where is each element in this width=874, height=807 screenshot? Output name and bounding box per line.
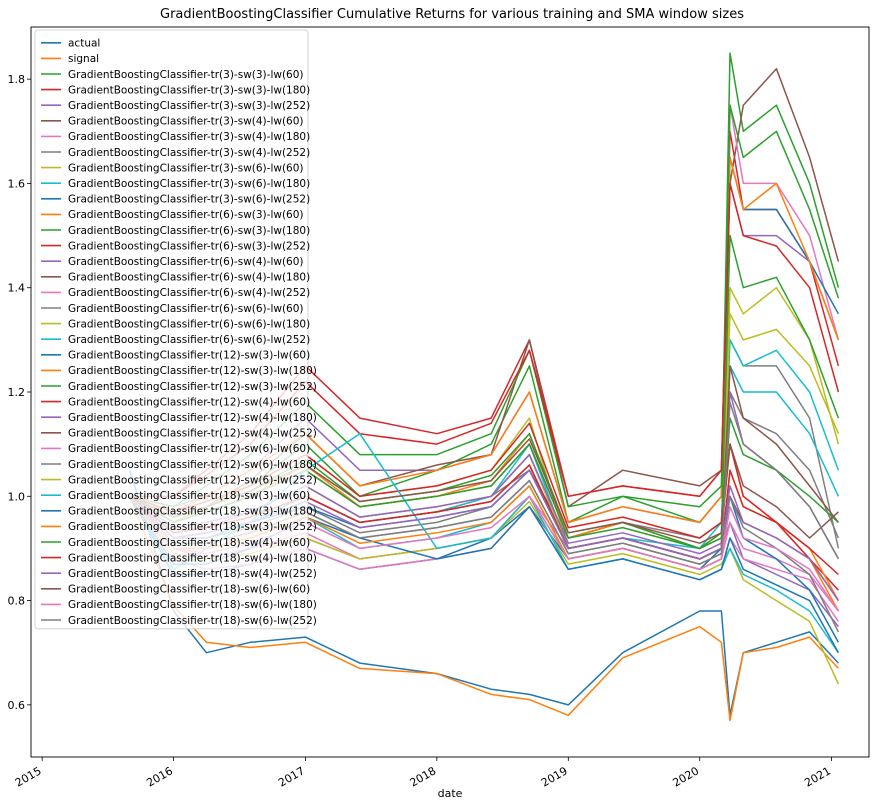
legend-entry-28: GradientBoostingClassifier-tr(12)-sw(6)-…: [68, 474, 317, 486]
legend-entry-20: GradientBoostingClassifier-tr(12)-sw(3)-…: [68, 350, 310, 362]
legend-entry-23: GradientBoostingClassifier-tr(12)-sw(4)-…: [68, 396, 310, 408]
legend-entry-14: GradientBoostingClassifier-tr(6)-sw(4)-l…: [68, 256, 304, 268]
legend-entry-11: GradientBoostingClassifier-tr(6)-sw(3)-l…: [68, 209, 304, 221]
x-tick-label-0: 2015: [13, 764, 44, 789]
legend-entry-12: GradientBoostingClassifier-tr(6)-sw(3)-l…: [68, 225, 310, 237]
legend-entry-19: GradientBoostingClassifier-tr(6)-sw(6)-l…: [68, 334, 310, 346]
legend-entry-4: GradientBoostingClassifier-tr(3)-sw(3)-l…: [68, 100, 310, 112]
legend-entry-37: GradientBoostingClassifier-tr(18)-sw(6)-…: [68, 615, 317, 627]
legend-entry-33: GradientBoostingClassifier-tr(18)-sw(4)-…: [68, 552, 317, 564]
legend-entry-9: GradientBoostingClassifier-tr(3)-sw(6)-l…: [68, 178, 310, 190]
y-tick-label-2: 1.0: [8, 490, 26, 503]
legend-entry-1: signal: [68, 53, 99, 65]
legend-entry-30: GradientBoostingClassifier-tr(18)-sw(3)-…: [68, 506, 317, 518]
legend-entry-8: GradientBoostingClassifier-tr(3)-sw(6)-l…: [68, 162, 304, 174]
series-line-1: [129, 496, 839, 722]
legend-entry-32: GradientBoostingClassifier-tr(18)-sw(4)-…: [68, 537, 310, 549]
legend-entry-6: GradientBoostingClassifier-tr(3)-sw(4)-l…: [68, 131, 310, 143]
legend-entry-2: GradientBoostingClassifier-tr(3)-sw(3)-l…: [68, 69, 304, 81]
series-line-0: [128, 469, 839, 717]
y-tick-label-0: 0.6: [8, 699, 26, 712]
legend-entry-35: GradientBoostingClassifier-tr(18)-sw(6)-…: [68, 584, 310, 596]
legend-entry-16: GradientBoostingClassifier-tr(6)-sw(4)-l…: [68, 287, 310, 299]
x-tick-label-1: 2016: [144, 764, 175, 789]
y-tick-label-5: 1.6: [8, 177, 26, 190]
x-tick-label-2: 2017: [276, 764, 307, 789]
legend-entry-36: GradientBoostingClassifier-tr(18)-sw(6)-…: [68, 599, 317, 611]
legend-entry-10: GradientBoostingClassifier-tr(3)-sw(6)-l…: [68, 194, 310, 206]
legend: actual signal GradientBoostingClassifier-t…: [34, 29, 317, 630]
legend-entry-27: GradientBoostingClassifier-tr(12)-sw(6)-…: [68, 459, 317, 471]
y-tick-label-4: 1.4: [8, 282, 26, 295]
legend-entry-5: GradientBoostingClassifier-tr(3)-sw(4)-l…: [68, 116, 304, 128]
legend-entry-21: GradientBoostingClassifier-tr(12)-sw(3)-…: [68, 365, 317, 377]
y-tick-label-1: 0.8: [8, 595, 26, 608]
chart-title: GradientBoostingClassifier Cumulative Re…: [160, 7, 744, 22]
y-axis: 0.6 0.8 1.0 1.2 1.4 1.6 1.8: [8, 73, 31, 712]
legend-entry-7: GradientBoostingClassifier-tr(3)-sw(4)-l…: [68, 147, 310, 159]
legend-entry-22: GradientBoostingClassifier-tr(12)-sw(3)-…: [68, 381, 317, 393]
x-tick-label-5: 2020: [670, 764, 701, 789]
x-axis-label: date: [438, 787, 463, 800]
legend-entry-25: GradientBoostingClassifier-tr(12)-sw(4)-…: [68, 428, 317, 440]
legend-entry-34: GradientBoostingClassifier-tr(18)-sw(4)-…: [68, 568, 317, 580]
x-tick-label-6: 2021: [802, 764, 833, 789]
x-tick-label-4: 2019: [539, 764, 570, 789]
legend-box: [34, 29, 309, 630]
y-tick-label-6: 1.8: [8, 73, 26, 86]
legend-entry-18: GradientBoostingClassifier-tr(6)-sw(6)-l…: [68, 318, 310, 330]
legend-entry-17: GradientBoostingClassifier-tr(6)-sw(6)-l…: [68, 303, 304, 315]
legend-entry-0: actual: [68, 38, 100, 50]
legend-entry-26: GradientBoostingClassifier-tr(12)-sw(6)-…: [68, 443, 310, 455]
x-tick-label-3: 2018: [408, 764, 439, 789]
x-axis: 2015 2016 2017 2018 2019 2020 2021: [13, 757, 833, 790]
legend-entry-31: GradientBoostingClassifier-tr(18)-sw(3)-…: [68, 521, 317, 533]
legend-entry-29: GradientBoostingClassifier-tr(18)-sw(3)-…: [68, 490, 310, 502]
legend-entry-15: GradientBoostingClassifier-tr(6)-sw(4)-l…: [68, 272, 310, 284]
y-tick-label-3: 1.2: [8, 386, 26, 399]
legend-entry-24: GradientBoostingClassifier-tr(12)-sw(4)-…: [68, 412, 317, 424]
legend-entry-3: GradientBoostingClassifier-tr(3)-sw(3)-l…: [68, 84, 310, 96]
legend-entry-13: GradientBoostingClassifier-tr(6)-sw(3)-l…: [68, 240, 310, 252]
